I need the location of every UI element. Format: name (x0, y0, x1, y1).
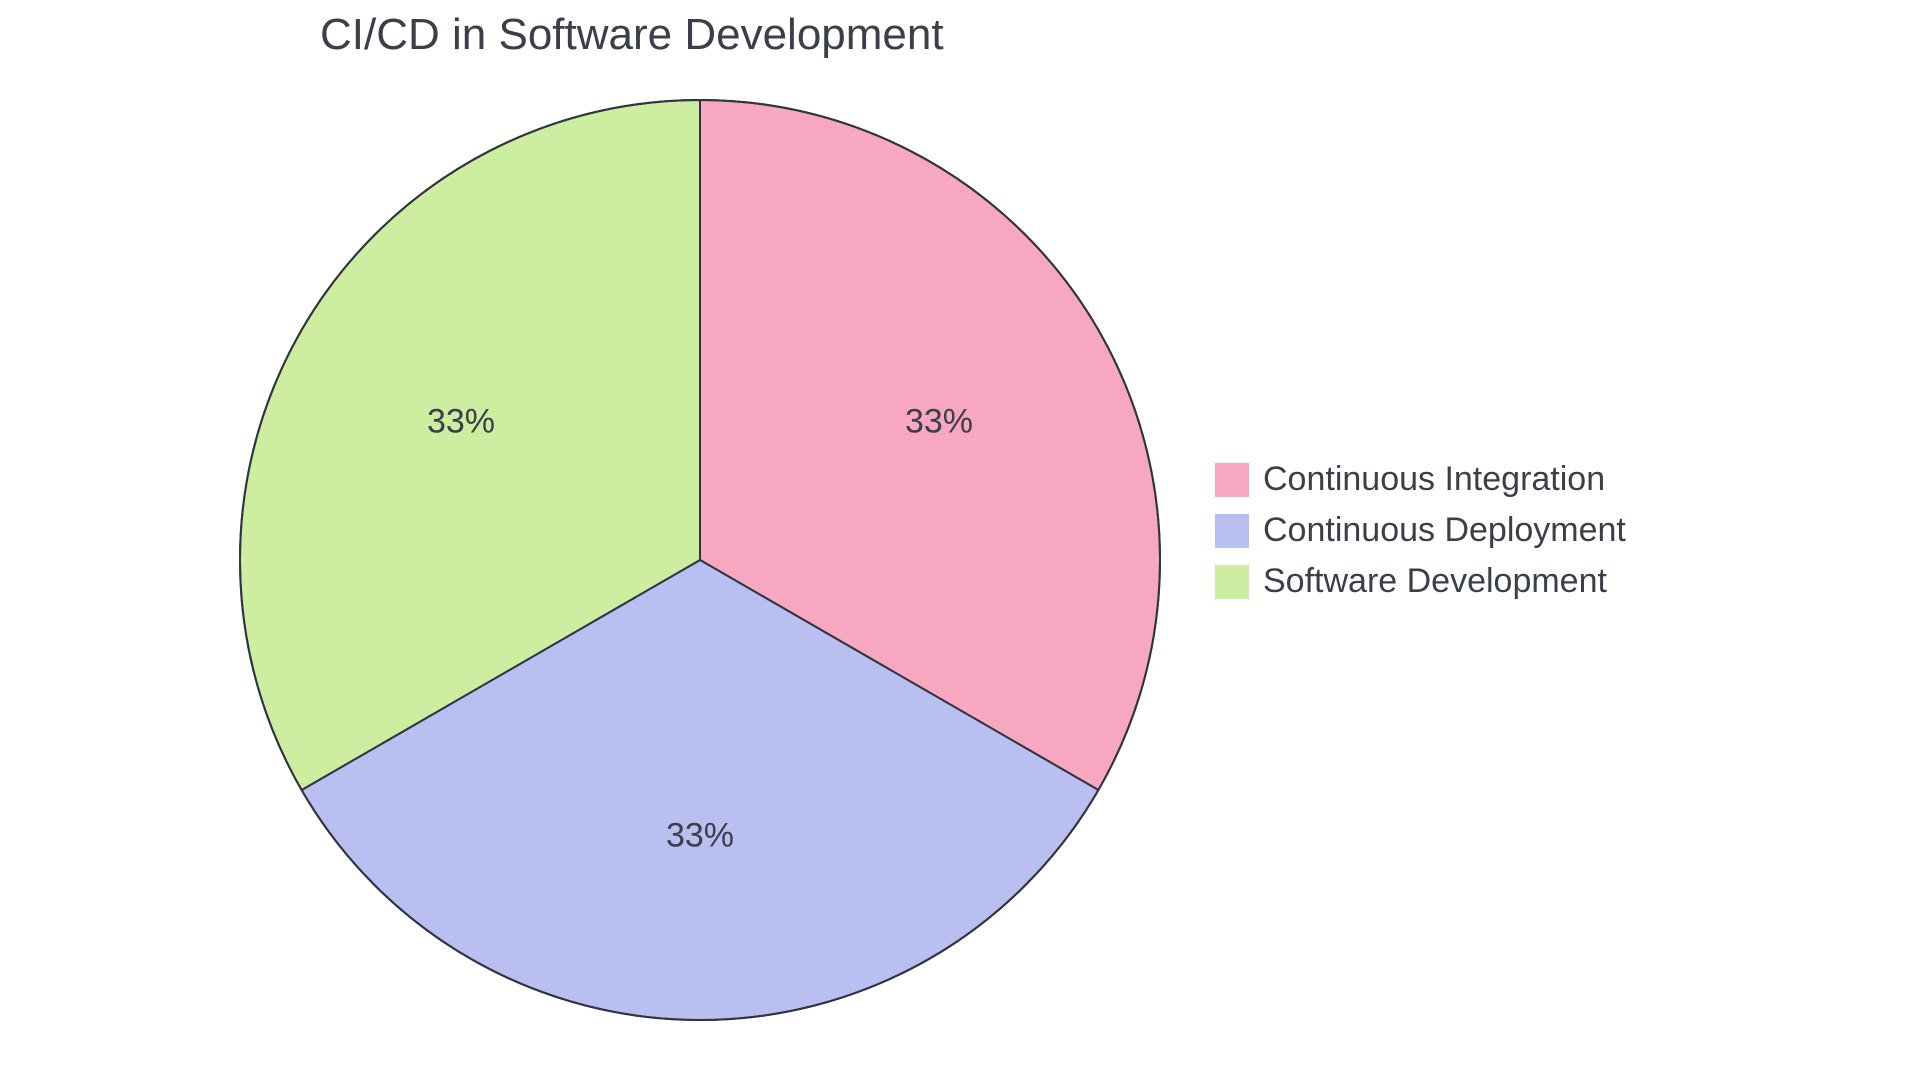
legend-swatch-icon (1215, 514, 1249, 548)
chart-stage: CI/CD in Software Development Continuous… (0, 0, 1920, 1080)
pie-slice-label: 33% (666, 817, 734, 856)
chart-title: CI/CD in Software Development (320, 10, 944, 60)
legend-label: Continuous Deployment (1263, 511, 1626, 550)
pie-chart (0, 0, 1920, 1080)
pie-slice-label: 33% (427, 403, 495, 442)
legend-item: Continuous Deployment (1215, 511, 1626, 550)
legend-swatch-icon (1215, 463, 1249, 497)
legend-label: Software Development (1263, 562, 1607, 601)
legend: Continuous Integration Continuous Deploy… (1215, 460, 1626, 601)
legend-item: Software Development (1215, 562, 1626, 601)
legend-swatch-icon (1215, 565, 1249, 599)
legend-label: Continuous Integration (1263, 460, 1605, 499)
legend-item: Continuous Integration (1215, 460, 1626, 499)
pie-slice-label: 33% (905, 403, 973, 442)
